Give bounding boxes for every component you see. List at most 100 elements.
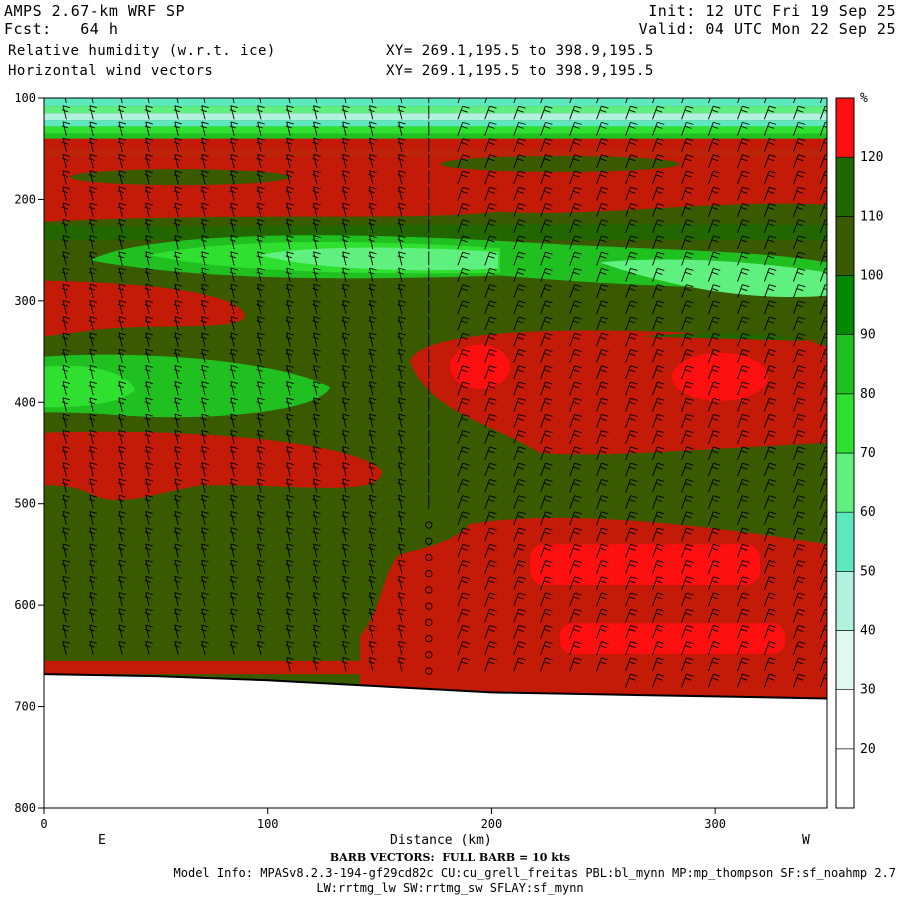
wind-barb-flag <box>489 138 497 142</box>
wind-barb-flag <box>823 564 827 566</box>
wind-barb <box>369 527 374 542</box>
wind-barb <box>513 333 520 347</box>
wind-barb-flag <box>201 575 209 579</box>
wind-barb-flag <box>230 283 238 287</box>
wind-barb-flag <box>341 547 348 551</box>
wind-barb-flag <box>117 644 125 648</box>
wind-barb-flag <box>398 624 406 628</box>
wind-barb-flag <box>201 640 209 644</box>
wind-barb-flag <box>342 624 350 628</box>
wind-barb <box>681 381 687 396</box>
wind-barb-flag <box>398 478 406 482</box>
wind-barb-flag <box>342 186 350 190</box>
wind-barb <box>230 543 235 558</box>
wind-barb <box>257 349 262 363</box>
wind-barb-flag <box>145 218 153 222</box>
wind-barb-flag <box>657 478 665 482</box>
wind-barb-flag <box>369 575 377 579</box>
wind-barb <box>708 219 714 234</box>
wind-barb-flag <box>118 592 127 596</box>
wind-barb-flag <box>742 154 750 158</box>
wind-barb-flag <box>61 174 69 178</box>
wind-barb-flag <box>797 336 804 340</box>
wind-barb <box>257 608 262 623</box>
wind-barb <box>257 592 262 607</box>
wind-barb <box>145 251 150 266</box>
wind-barb-flag <box>286 364 294 368</box>
wind-barb <box>819 560 826 574</box>
wind-barb <box>625 430 631 445</box>
wind-barb <box>313 219 318 234</box>
wind-barb-flag <box>768 580 775 584</box>
wind-barb <box>708 495 714 509</box>
wind-barb-flag <box>229 190 236 194</box>
upper-green-streak-2 <box>440 155 680 172</box>
wind-barb-flag <box>342 397 350 401</box>
wind-barb-flag <box>798 641 806 645</box>
wind-barb-flag <box>517 418 524 421</box>
wind-barb-flag <box>145 105 153 109</box>
wind-barb-flag <box>229 628 236 632</box>
wind-barb-flag <box>517 547 524 551</box>
wind-barb <box>737 316 743 331</box>
wind-barb-flag <box>657 625 665 628</box>
wind-barb-flag <box>741 272 748 275</box>
wind-barb-flag <box>824 478 827 481</box>
wind-barb-flag <box>461 661 468 665</box>
wind-barb <box>118 446 123 461</box>
wind-barb-flag <box>600 304 607 308</box>
wind-barb-flag <box>769 90 776 92</box>
wind-barb-flag <box>88 157 95 161</box>
wind-barb <box>708 187 714 201</box>
wind-barb <box>484 252 490 266</box>
wind-barb <box>513 300 520 315</box>
wind-barb <box>484 414 490 428</box>
wind-barb-flag <box>117 109 125 113</box>
wind-barb <box>596 414 602 428</box>
wind-barb <box>513 122 520 136</box>
wind-barb <box>145 511 150 526</box>
wind-barb-flag <box>461 466 468 470</box>
wind-barb-flag <box>797 645 804 649</box>
wind-barb-flag <box>824 154 827 156</box>
wind-barb-flag <box>341 466 348 470</box>
wind-barb-flag <box>117 287 125 291</box>
wind-barb-flag <box>144 352 151 356</box>
wind-barb-flag <box>488 499 495 503</box>
wind-barb <box>513 316 520 331</box>
wind-barb-flag <box>629 336 636 340</box>
wind-barb-flag <box>545 316 553 320</box>
upper-red-streak <box>44 148 827 157</box>
wind-barb <box>174 446 179 461</box>
wind-barb-flag <box>144 466 151 470</box>
wind-barb-flag <box>656 385 663 389</box>
wind-barb-flag <box>341 352 348 356</box>
wind-barb <box>484 122 490 136</box>
wind-barb-flag <box>200 206 207 210</box>
wind-barb-flag <box>462 543 470 547</box>
wind-barb-flag <box>398 397 406 401</box>
wind-barb-flag <box>657 235 665 239</box>
wind-barb-flag <box>341 401 348 405</box>
wind-barb-flag <box>629 612 636 616</box>
wind-barb <box>457 609 464 623</box>
wind-barb <box>457 333 464 347</box>
wind-barb <box>708 592 714 607</box>
wind-barb <box>625 138 631 152</box>
wind-barb <box>174 495 179 509</box>
wind-barb-flag <box>369 559 377 563</box>
wind-barb-flag <box>341 320 348 324</box>
y-tick-label: 200 <box>14 192 36 206</box>
wind-barb-flag <box>685 369 692 373</box>
y-tick-label: 500 <box>14 497 36 511</box>
wind-barb <box>257 202 262 217</box>
wind-barb <box>315 98 318 104</box>
wind-barb-flag <box>769 267 777 271</box>
wind-barb-flag <box>230 527 238 531</box>
wind-barb-flag <box>517 288 524 292</box>
wind-barb-flag <box>600 401 607 405</box>
wind-barb-flag <box>369 267 377 271</box>
wind-barb <box>596 219 602 234</box>
wind-barb <box>89 251 94 266</box>
wind-barb-flag <box>61 515 69 518</box>
